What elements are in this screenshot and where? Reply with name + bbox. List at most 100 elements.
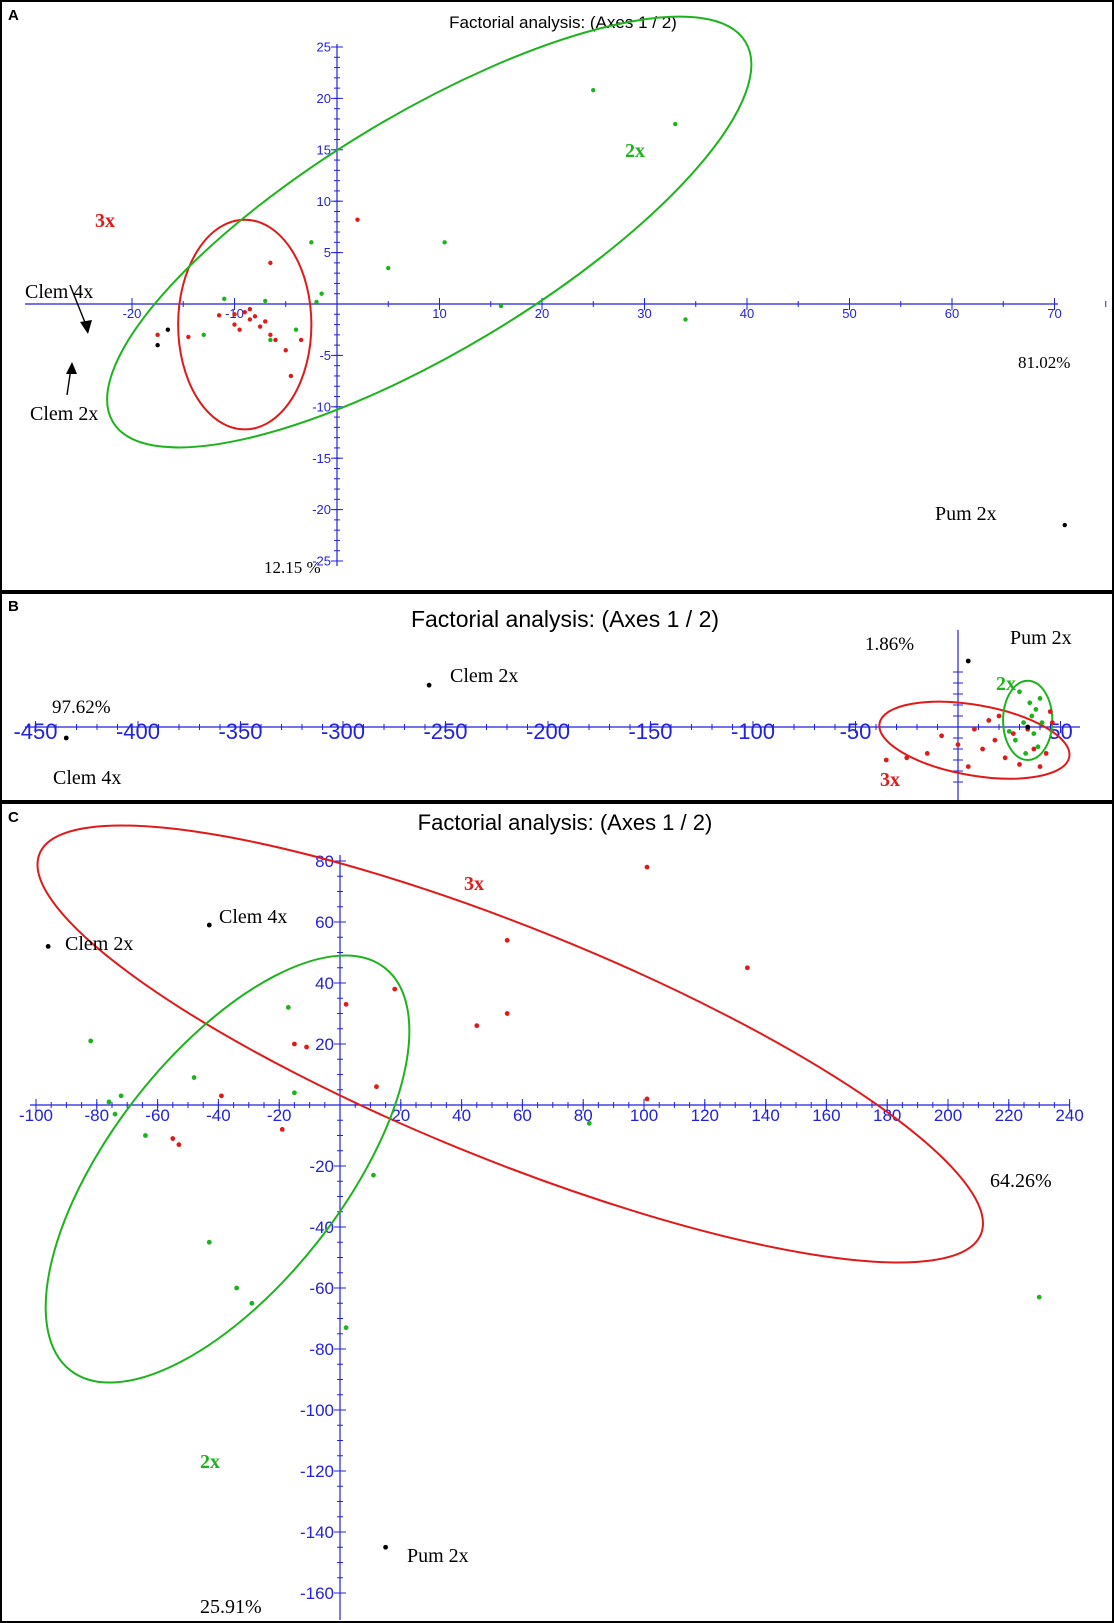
panel-c-group-label-3x: 3x — [464, 873, 484, 895]
panel-c-label-clem-4x: Clem 4x — [219, 906, 287, 928]
data-point — [1035, 744, 1041, 750]
data-point — [232, 312, 237, 317]
data-point — [498, 303, 504, 309]
data-point — [1039, 720, 1045, 725]
panel-b-x-axis-percent: 97.62% — [52, 697, 111, 718]
data-point — [165, 327, 171, 332]
y-tick-label: -140 — [300, 1523, 334, 1542]
data-point — [206, 922, 212, 928]
data-point — [992, 737, 998, 743]
panel-a-label-pum-2x: Pum 2x — [935, 503, 997, 525]
data-point — [268, 332, 273, 338]
y-tick-label: -40 — [309, 1218, 334, 1237]
x-tick-label: 60 — [945, 306, 959, 321]
y-tick-label: 40 — [315, 974, 334, 993]
y-tick-label: 20 — [317, 91, 331, 106]
data-point — [1029, 713, 1035, 719]
data-point — [304, 1044, 309, 1050]
panel-c-title: Factorial analysis: (Axes 1 / 2) — [418, 810, 713, 835]
panel-b-label-pum-2x: Pum 2x — [1010, 627, 1072, 649]
data-point — [965, 658, 971, 664]
x-tick-label: 160 — [812, 1106, 840, 1125]
data-point — [1049, 720, 1055, 725]
data-point — [242, 310, 247, 315]
x-tick-label: -300 — [321, 719, 365, 744]
y-tick-label: 60 — [315, 913, 334, 932]
panel-c-group-label-2x: 2x — [200, 1451, 220, 1473]
y-tick-label: -20 — [309, 1157, 334, 1176]
y-tick-label: 20 — [315, 1035, 334, 1054]
x-tick-label: 60 — [513, 1106, 532, 1125]
data-point — [1013, 737, 1018, 743]
data-point — [1043, 751, 1049, 756]
data-point — [883, 757, 889, 763]
panel-c-points — [45, 864, 1042, 1550]
data-point — [955, 742, 961, 747]
data-point — [143, 1133, 148, 1138]
y-tick-label: -60 — [309, 1279, 334, 1298]
data-point — [904, 755, 910, 761]
y-tick-label: -100 — [300, 1401, 334, 1420]
data-point — [986, 718, 992, 723]
data-point — [314, 299, 319, 305]
panel-a-arrowhead-clem-4x — [80, 320, 92, 334]
x-tick-label: 40 — [452, 1106, 471, 1125]
data-point — [263, 298, 268, 304]
data-point — [644, 864, 650, 870]
x-tick-label: -50 — [840, 719, 872, 744]
y-tick-label: 10 — [317, 194, 331, 209]
data-point — [474, 1023, 480, 1029]
data-point — [386, 265, 391, 271]
panel-c-letter: C — [8, 809, 19, 826]
data-point — [392, 986, 398, 992]
x-tick-label: 80 — [574, 1106, 593, 1125]
y-tick-label: -15 — [312, 451, 331, 466]
panel-b-frame — [0, 592, 1114, 802]
panel-c-label-pum-2x: Pum 2x — [407, 1545, 469, 1567]
y-tick-label: -20 — [312, 502, 331, 517]
data-point — [1031, 746, 1037, 752]
data-point — [118, 1093, 124, 1099]
data-point — [383, 1544, 388, 1550]
data-point — [293, 327, 299, 332]
y-tick-label: -25 — [312, 554, 331, 569]
panel-c-x-axis-percent: 64.26% — [990, 1170, 1052, 1192]
data-point — [106, 1099, 112, 1105]
panel-b-letter: B — [8, 598, 19, 615]
panel-a-label-clem-4x: Clem 4x — [25, 281, 93, 303]
x-tick-label: -250 — [423, 719, 467, 744]
x-tick-label: -400 — [116, 719, 160, 744]
data-point — [980, 746, 985, 752]
data-point — [1047, 709, 1053, 714]
data-point — [924, 751, 930, 756]
panel-a-group-label-2x: 2x — [625, 140, 645, 162]
data-point — [249, 1300, 255, 1306]
data-point — [355, 217, 360, 222]
data-point — [298, 337, 304, 343]
panel-b-group-label-3x: 3x — [880, 769, 900, 791]
y-tick-label: -5 — [319, 348, 331, 363]
x-tick-label: -350 — [218, 719, 262, 744]
x-tick-label: -150 — [628, 719, 672, 744]
panel-c-axes: -100 -80 -60 -40 -20 20 40 60 80 100 120 140 160 180 2… — [19, 852, 1084, 1620]
ellipse-2x — [44, 954, 411, 1384]
data-point — [1062, 522, 1067, 528]
x-tick-label: 220 — [995, 1106, 1023, 1125]
data-point — [292, 1090, 297, 1096]
x-tick-label: 10 — [432, 306, 446, 321]
x-tick-label: -200 — [526, 719, 570, 744]
x-tick-label: -20 — [123, 306, 142, 321]
ellipse-3x — [36, 824, 984, 1264]
panel-a-title: Factorial analysis: (Axes 1 / 2) — [449, 13, 677, 32]
data-point — [186, 334, 191, 340]
x-tick-label: 40 — [740, 306, 754, 321]
data-point — [1017, 689, 1022, 695]
ellipse-2x — [106, 15, 753, 449]
panel-a-axes: -20-101020304050607080252015105-5-10-15-… — [25, 40, 1107, 569]
data-point — [206, 1239, 212, 1245]
x-tick-label: -40 — [206, 1106, 231, 1125]
data-point — [216, 313, 222, 318]
data-point — [237, 327, 242, 332]
